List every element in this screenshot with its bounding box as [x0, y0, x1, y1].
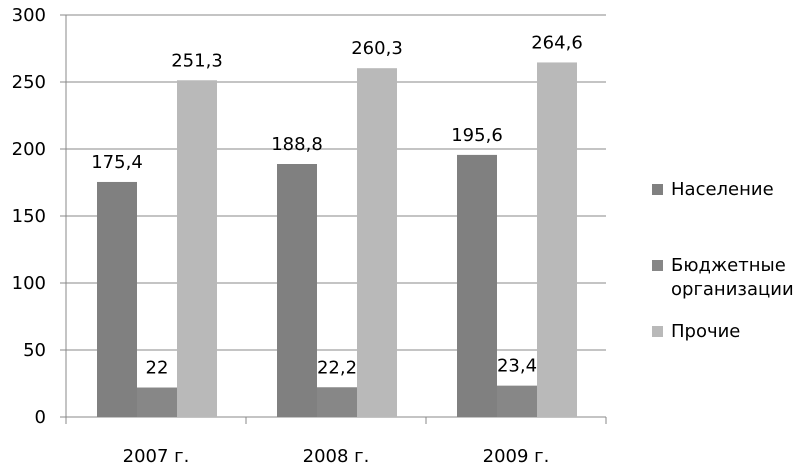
- y-tick-label-200: 200: [12, 139, 46, 160]
- data-label-2-2009г: 23,4: [497, 356, 537, 377]
- data-label-2-2008г: 22,2: [317, 357, 357, 378]
- data-label-3-2009г: 264,6: [531, 32, 583, 53]
- bar-1-2008г: [277, 164, 317, 417]
- data-label-1-2008г: 188,8: [271, 134, 323, 155]
- x-tick-label-2007г: 2007 г.: [123, 446, 190, 467]
- legend-swatch-naselenie: [652, 184, 663, 195]
- data-label-1-2009г: 195,6: [451, 125, 503, 146]
- data-label-1-2007г: 175,4: [91, 152, 143, 173]
- y-tick-label-50: 50: [23, 340, 46, 361]
- data-label-2-2007г: 22: [146, 358, 169, 379]
- bar-1-2007г: [97, 181, 137, 417]
- legend-label-naselenie: Население: [671, 179, 774, 200]
- bar-3-2008г: [357, 68, 397, 417]
- y-tick-label-100: 100: [12, 273, 46, 294]
- legend-item-budget: Бюджетные организации: [652, 254, 799, 302]
- x-tick-label-2008г: 2008 г.: [303, 446, 370, 467]
- y-tick-label-0: 0: [35, 407, 46, 428]
- data-label-3-2007г: 251,3: [171, 50, 223, 71]
- y-tick-label-250: 250: [12, 72, 46, 93]
- bar-1-2009г: [457, 154, 497, 417]
- bar-3-2007г: [177, 80, 217, 418]
- bar-3-2009г: [537, 62, 577, 417]
- legend-swatch-budget: [652, 260, 663, 271]
- y-tick-label-150: 150: [12, 206, 46, 227]
- legend-label-budget: Бюджетные организации: [671, 255, 794, 300]
- legend-label-prochie: Прочие: [671, 321, 741, 342]
- y-tick-label-300: 300: [12, 5, 46, 26]
- data-label-3-2008г: 260,3: [351, 38, 403, 59]
- legend-swatch-prochie: [652, 326, 663, 337]
- bar-2-2008г: [317, 387, 357, 417]
- legend-item-naselenie: Население: [652, 178, 799, 202]
- x-tick-label-2009г: 2009 г.: [483, 446, 550, 467]
- bar-2-2007г: [137, 387, 177, 417]
- legend-item-prochie: Прочие: [652, 320, 799, 344]
- bar-2-2009г: [497, 385, 537, 417]
